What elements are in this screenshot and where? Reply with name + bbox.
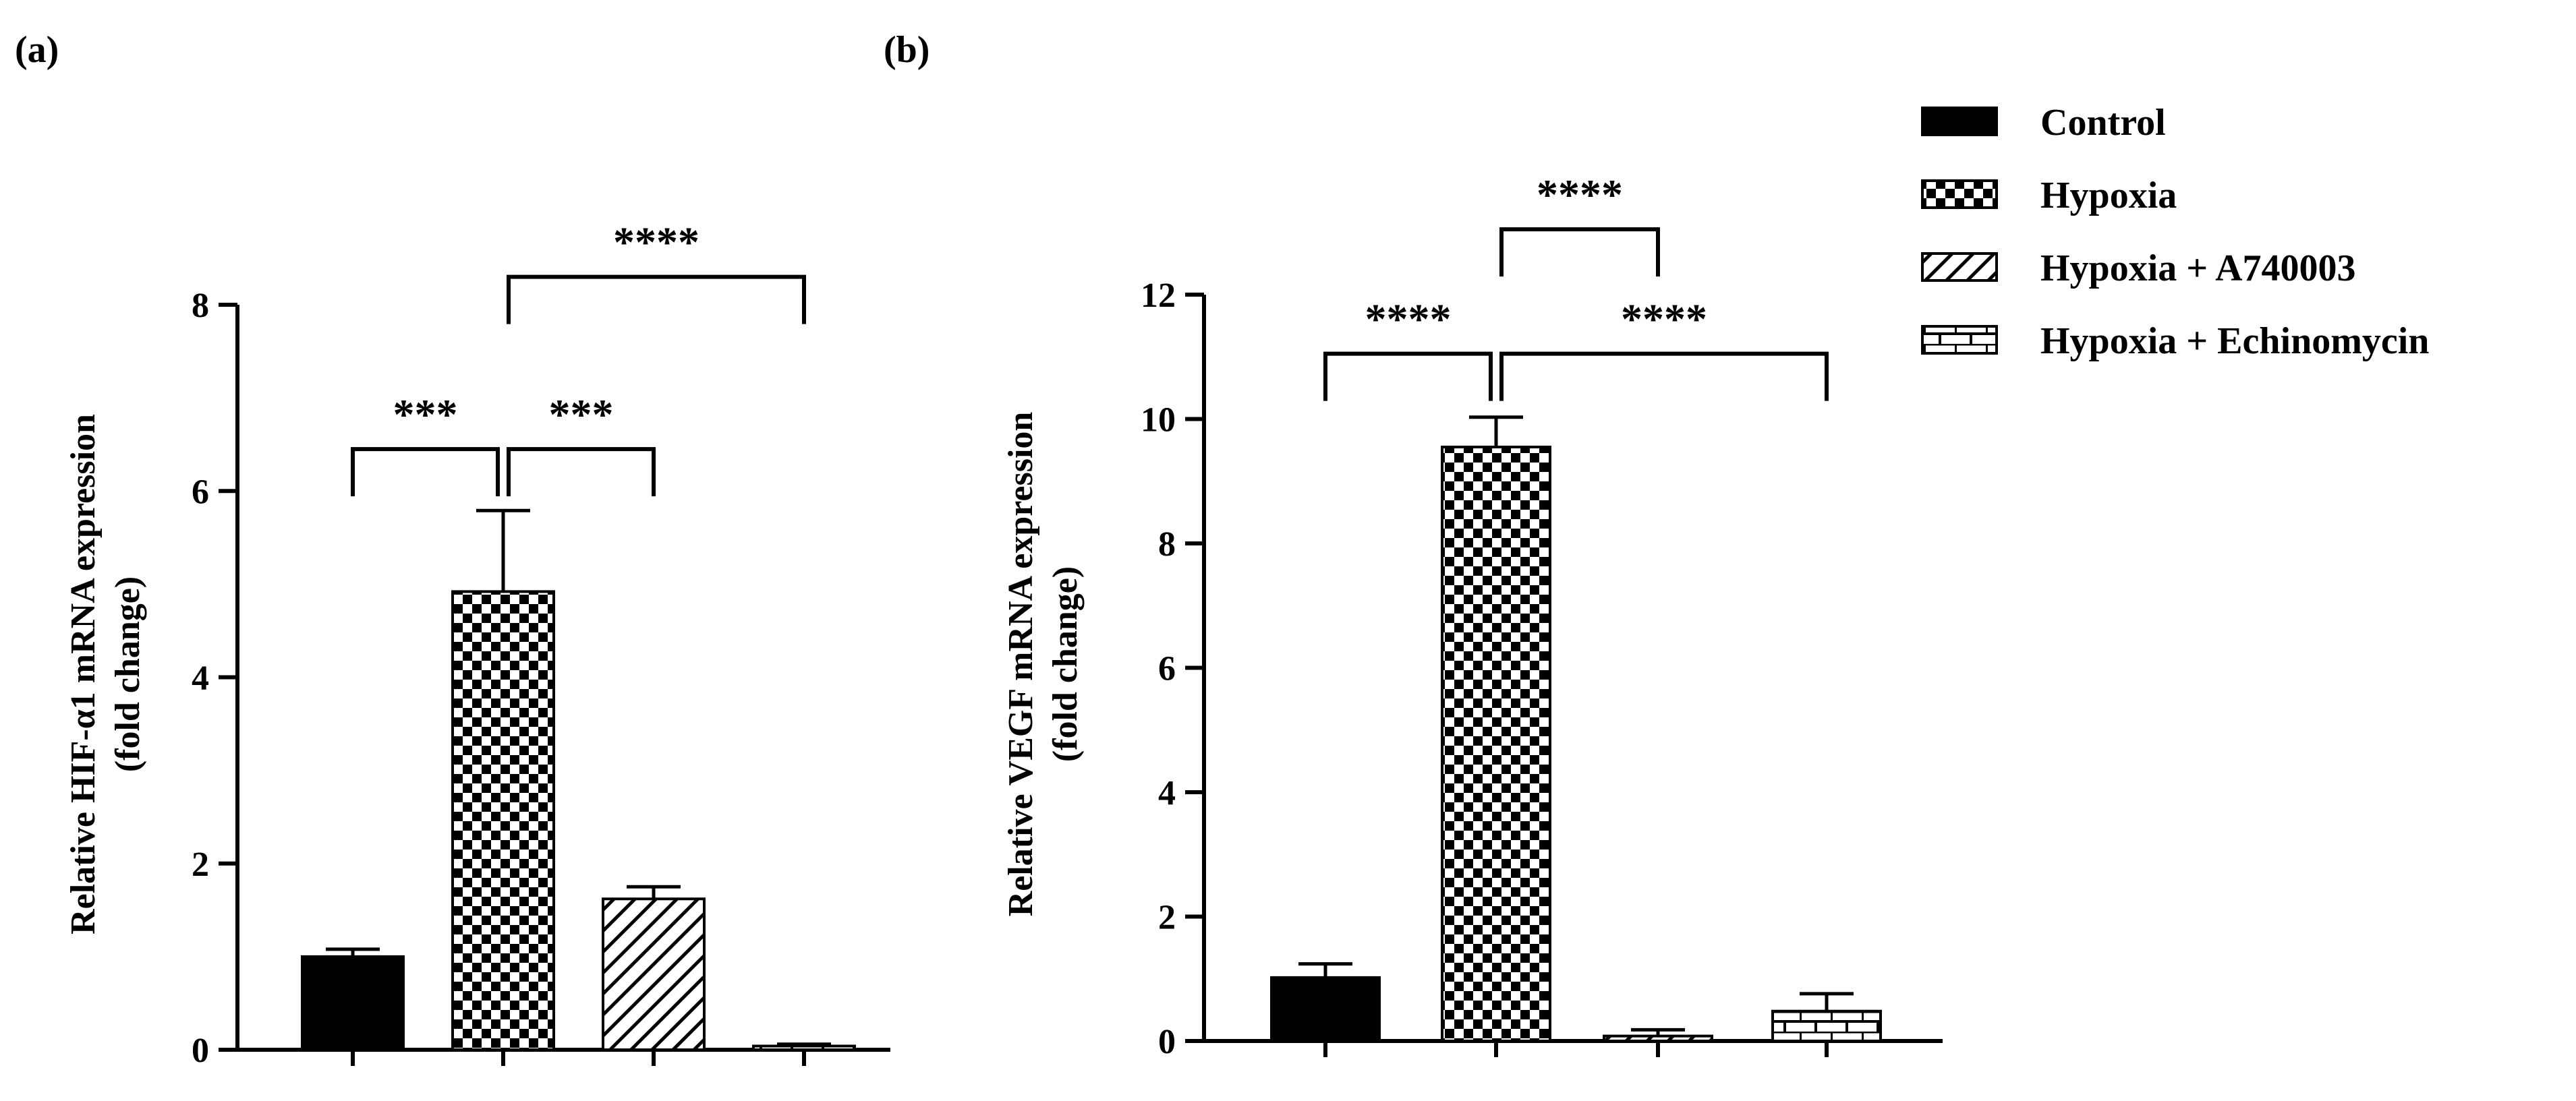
panel-a-ytick-label: 2 <box>192 845 209 884</box>
panel-a-ylabel-line2: (fold change) <box>109 576 147 772</box>
panel-b-sig-label: **** <box>1365 295 1452 343</box>
legend-label: Hypoxia + Echinomycin <box>2040 320 2429 362</box>
panel-b-ytick-label: 10 <box>1141 401 1176 440</box>
panel-b-sig-bracket <box>1323 351 1493 401</box>
panel-b-ytick-label: 0 <box>1158 1023 1176 1061</box>
legend-label: Hypoxia + A740003 <box>2040 247 2356 289</box>
panel-b-bar-checker <box>1441 446 1551 1042</box>
panel-b-bar-hatch <box>1603 1034 1713 1042</box>
panel-b-ylabel-line1: Relative VEGF mRNA expression <box>1002 412 1040 917</box>
panel-b-bar-solid <box>1270 976 1381 1043</box>
legend: Control Hypoxia Hypoxia + A740003 Hypoxia +… <box>1921 102 2429 362</box>
legend-swatch-solid <box>1921 107 1998 136</box>
panel-b-ytick-label: 6 <box>1158 650 1176 688</box>
panel-b-ylabel: Relative VEGF mRNA expression (fold chan… <box>1002 412 1085 917</box>
panel-a-bar-hatch <box>602 897 706 1052</box>
panel-b-ytick-label: 4 <box>1158 774 1176 812</box>
panel-a-ytick-label: 4 <box>192 659 209 698</box>
panel-a-ytick-label: 0 <box>192 1032 209 1070</box>
legend-label: Hypoxia <box>2040 175 2177 216</box>
panel-b-ytick-label: 2 <box>1158 899 1176 937</box>
panel-a-sig-bracket <box>507 274 806 324</box>
panel-a-chart: (a) Relative HIF-α1 mRNA expression (fol… <box>15 29 890 1070</box>
legend-swatch-checker <box>1921 179 1998 209</box>
panel-b-bar-brick <box>1771 1009 1882 1042</box>
panel-b-sig-label: **** <box>1537 171 1623 218</box>
panel-a-bar-checker <box>451 590 555 1051</box>
panel-a-sig-label: *** <box>549 390 614 438</box>
panel-a-sig-label: *** <box>393 390 458 438</box>
panel-a-sig-label: **** <box>613 218 699 266</box>
panel-b-ytick-label: 8 <box>1158 525 1176 564</box>
panel-a-label: (a) <box>15 29 59 71</box>
panel-a-ytick-label: 8 <box>192 287 209 325</box>
panel-b-sig-bracket <box>1499 227 1660 277</box>
panel-a-sig-bracket <box>507 447 656 497</box>
legend-swatch-hatch <box>1921 252 1998 282</box>
panel-b-ytick-label: 12 <box>1141 276 1176 315</box>
panel-b-label: (b) <box>884 29 929 71</box>
panel-a-ylabel-line1: Relative HIF-α1 mRNA expression <box>64 414 103 934</box>
panel-b-sig-bracket <box>1499 351 1829 401</box>
panel-b-ylabel-line2: (fold change) <box>1046 566 1085 762</box>
panel-b-sig-label: **** <box>1621 295 1707 343</box>
panel-a-bar-solid <box>301 955 405 1051</box>
panel-a-sig-bracket <box>351 447 500 497</box>
panel-a-ylabel: Relative HIF-α1 mRNA expression (fold ch… <box>64 414 147 934</box>
legend-swatch-brick <box>1921 325 1998 355</box>
legend-label: Control <box>2040 102 2166 144</box>
panel-a-ytick-label: 6 <box>192 473 209 511</box>
panel-b-chart: (b) Relative VEGF mRNA expression (fold … <box>884 29 1943 1061</box>
panel-a-bar-brick <box>752 1044 856 1051</box>
